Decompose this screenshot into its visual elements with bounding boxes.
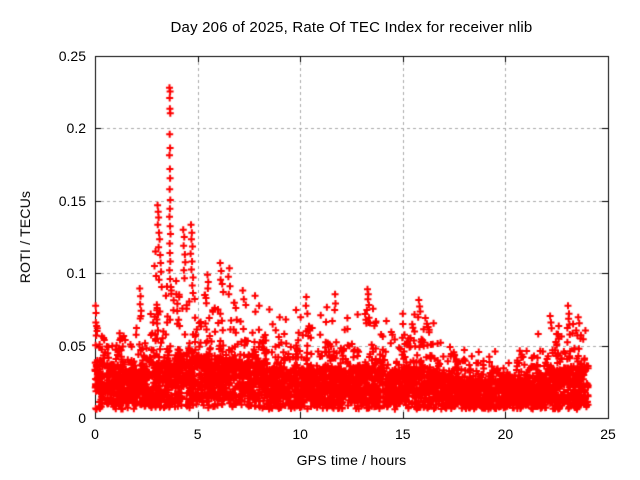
- chart-title: Day 206 of 2025, Rate Of TEC Index for r…: [170, 19, 533, 36]
- x-axis-label: GPS time / hours: [296, 452, 407, 468]
- y-axis-label: ROTI / TECUs: [17, 190, 33, 284]
